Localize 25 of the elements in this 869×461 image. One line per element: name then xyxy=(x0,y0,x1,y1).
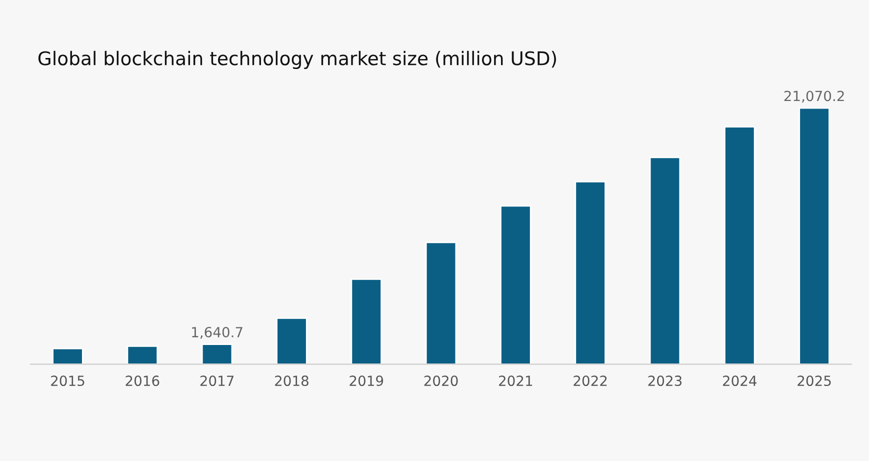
bar xyxy=(425,242,457,364)
bar xyxy=(276,317,308,364)
bar xyxy=(649,156,681,364)
x-tick-label: 2018 xyxy=(275,376,308,386)
data-label: 1,640.7 xyxy=(192,326,242,339)
chart-title: Global blockchain technology market size (million USD) xyxy=(38,50,556,70)
bar xyxy=(798,107,830,364)
bar xyxy=(126,346,158,364)
x-tick-label: 2024 xyxy=(722,376,757,386)
x-tick-label: 2025 xyxy=(798,376,831,386)
x-tick-label: 2021 xyxy=(499,376,532,386)
x-tick-label: 2023 xyxy=(648,376,682,386)
x-tick-label: 2019 xyxy=(350,376,384,386)
x-tick-label: 2022 xyxy=(574,376,607,386)
bar xyxy=(574,181,606,364)
bar xyxy=(350,278,382,364)
bar xyxy=(500,205,532,364)
bar xyxy=(201,344,233,364)
x-tick-label: 2016 xyxy=(126,376,160,386)
x-tick-label: 2017 xyxy=(200,376,234,386)
x-tick-label: 2015 xyxy=(51,376,84,386)
x-tick-label: 2020 xyxy=(424,376,458,386)
bar xyxy=(52,348,84,364)
bar xyxy=(724,126,756,364)
data-label: 21,070.2 xyxy=(784,90,844,103)
